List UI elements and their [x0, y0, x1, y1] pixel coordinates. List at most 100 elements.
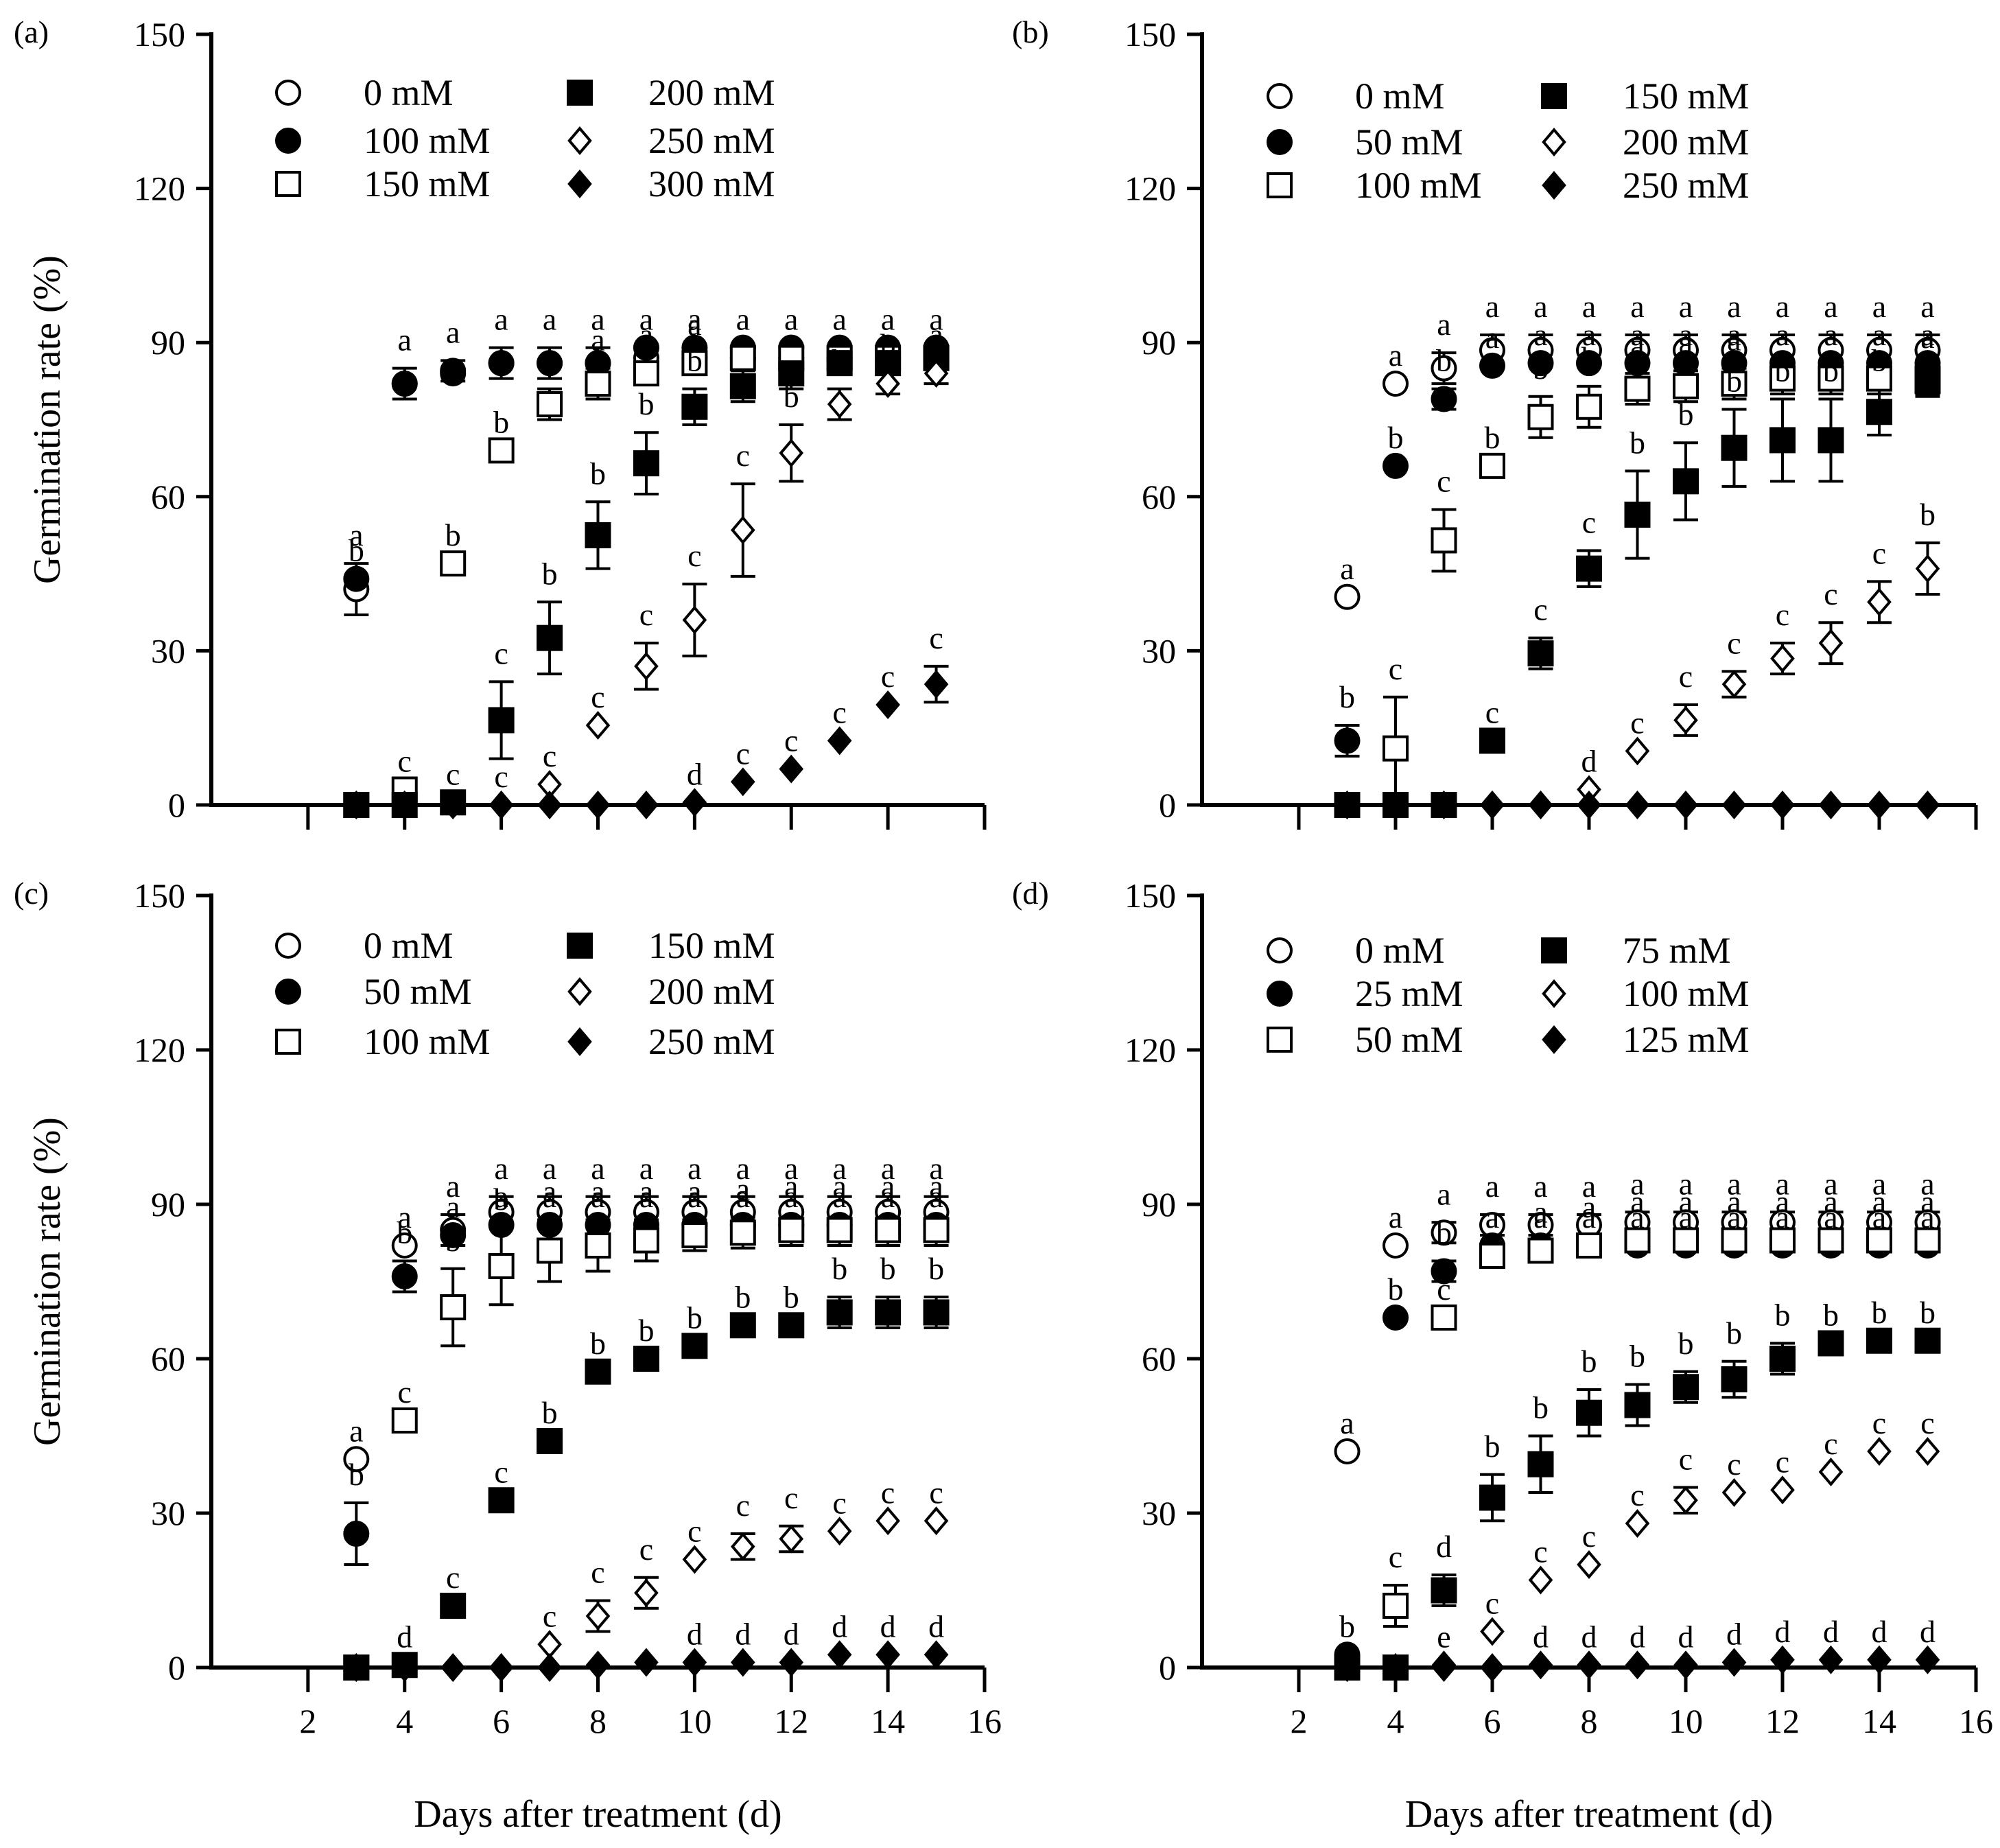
significance-letter: a: [543, 1179, 556, 1214]
significance-letter: b: [493, 1182, 509, 1217]
data-point: [1914, 368, 1941, 395]
data-point: [1527, 403, 1554, 430]
significance-letter: a: [1776, 317, 1789, 352]
significance-letter: a: [1485, 1200, 1499, 1235]
data-point: [1528, 1565, 1553, 1595]
legend-marker: [567, 933, 593, 959]
significance-letter: b: [687, 1300, 703, 1335]
x-axis-title: Days after treatment (d): [414, 1793, 781, 1836]
x-tick-label: 14: [871, 1702, 905, 1740]
significance-letter: a: [929, 302, 943, 337]
data-point: [729, 1219, 756, 1246]
significance-letter: a: [1872, 1166, 1886, 1201]
significance-letter: d: [687, 1617, 703, 1652]
data-point: [1527, 1237, 1554, 1264]
data-point: [1479, 727, 1505, 754]
data-point: [1769, 365, 1796, 392]
data-point: [1383, 1653, 1408, 1682]
data-point: [488, 1212, 515, 1238]
data-point: [731, 1648, 755, 1677]
data-point: [827, 390, 852, 419]
significance-letter: a: [929, 1151, 943, 1186]
x-tick-label: 8: [1581, 1702, 1598, 1740]
significance-letter: a: [1630, 317, 1644, 352]
significance-letter: a: [1533, 1195, 1547, 1230]
significance-letter: c: [881, 1475, 895, 1510]
significance-letter: b: [1533, 351, 1549, 386]
data-point: [1866, 399, 1892, 425]
x-tick-label: 16: [967, 1702, 1002, 1740]
significance-letter: b: [349, 533, 364, 568]
data-point: [1576, 555, 1602, 582]
significance-letter: a: [832, 1151, 846, 1186]
data-point: [488, 1253, 515, 1279]
data-point: [1625, 1650, 1650, 1680]
significance-letter: a: [591, 1174, 604, 1209]
legend-marker: [1267, 1027, 1293, 1053]
data-point: [682, 1648, 707, 1677]
data-point: [1915, 791, 1940, 819]
data-point: [537, 1237, 563, 1264]
significance-letter: a: [398, 1200, 412, 1235]
significance-letter: a: [349, 1413, 363, 1448]
significance-letter: a: [881, 1179, 895, 1214]
significance-letter: c: [1437, 464, 1450, 499]
significance-letter: a: [1679, 1166, 1693, 1201]
y-tick-label: 0: [1159, 786, 1176, 824]
x-tick-label: 4: [1387, 1702, 1404, 1740]
significance-letter: b: [1823, 353, 1839, 388]
significance-letter: c: [1630, 1477, 1644, 1512]
data-point: [1818, 791, 1844, 819]
significance-letter: c: [494, 759, 508, 794]
significance-letter: b: [1581, 340, 1597, 375]
data-point: [779, 754, 804, 784]
significance-letter: a: [1727, 317, 1741, 352]
significance-letter: a: [1485, 1169, 1499, 1204]
significance-letter: a: [446, 1189, 460, 1224]
data-point: [488, 350, 515, 377]
significance-letter: d: [832, 1609, 847, 1644]
data-point: [1769, 1227, 1796, 1254]
data-point: [875, 1299, 902, 1326]
data-point: [875, 369, 900, 399]
data-point: [875, 690, 900, 719]
data-point: [1383, 735, 1409, 762]
data-point: [1431, 1305, 1457, 1331]
significance-letter: a: [1340, 1405, 1354, 1440]
significance-letter: a: [1920, 317, 1934, 352]
data-point: [778, 1312, 805, 1339]
data-point: [826, 1299, 853, 1326]
significance-letter: c: [591, 1555, 604, 1590]
significance-letter: a: [784, 302, 798, 337]
data-point: [585, 791, 611, 819]
significance-letter: a: [929, 317, 943, 352]
significance-letter: b: [590, 1326, 606, 1361]
significance-letter: a: [687, 1174, 701, 1209]
significance-letter: a: [1727, 1166, 1741, 1201]
significance-letter: a: [1582, 289, 1596, 324]
significance-letter: a: [881, 302, 895, 337]
significance-letter: b: [1775, 1298, 1791, 1333]
significance-letter: c: [1533, 1534, 1547, 1569]
data-point: [1576, 393, 1602, 420]
data-point: [1721, 1366, 1748, 1392]
y-tick-label: 30: [151, 631, 185, 670]
legend-marker: [567, 80, 593, 106]
legend-marker: [567, 126, 592, 155]
significance-letter: d: [735, 1617, 751, 1652]
data-point: [1383, 1305, 1409, 1331]
data-point: [1817, 1227, 1844, 1254]
significance-letter: d: [1581, 744, 1597, 779]
significance-letter: a: [1776, 289, 1789, 324]
data-point: [731, 1532, 755, 1561]
data-point: [634, 651, 659, 681]
legend-marker: [275, 1029, 301, 1055]
significance-letter: a: [1533, 1169, 1547, 1204]
y-tick-label: 120: [134, 169, 185, 208]
significance-letter: b: [1920, 497, 1936, 532]
y-axis-title: Germination rate (%): [26, 1117, 69, 1446]
significance-letter: a: [1679, 289, 1693, 324]
data-point: [537, 791, 562, 819]
data-point: [923, 670, 949, 699]
significance-letter: d: [1920, 1614, 1936, 1649]
